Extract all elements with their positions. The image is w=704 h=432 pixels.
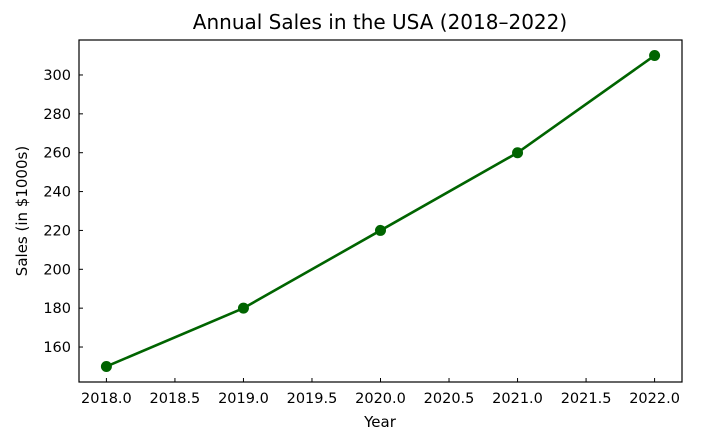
x-tick-label: 2022.0 bbox=[629, 391, 680, 407]
y-tick-label: 240 bbox=[43, 185, 71, 201]
x-tick-label: 2020.5 bbox=[424, 391, 475, 407]
x-tick-label: 2018.0 bbox=[81, 391, 132, 407]
x-tick-label: 2019.5 bbox=[287, 391, 338, 407]
y-tick-label: 160 bbox=[43, 340, 71, 356]
x-tick-label: 2021.0 bbox=[492, 391, 543, 407]
y-axis-label: Sales (in $1000s) bbox=[13, 146, 31, 276]
data-point bbox=[237, 302, 249, 314]
data-point bbox=[512, 147, 524, 159]
data-point bbox=[100, 360, 112, 372]
x-tick-label: 2018.5 bbox=[150, 391, 201, 407]
plot-area bbox=[78, 39, 683, 383]
x-axis: 2018.0 2018.5 2019.0 2019.5 2020.0 2020.5 2021… bbox=[81, 378, 680, 407]
x-axis-label: Year bbox=[363, 413, 397, 431]
x-tick-label: 2021.5 bbox=[561, 391, 612, 407]
y-tick-label: 180 bbox=[43, 301, 71, 317]
y-tick-label: 280 bbox=[43, 107, 71, 123]
y-tick-label: 300 bbox=[43, 68, 71, 84]
series-line bbox=[105, 54, 656, 368]
data-point bbox=[649, 50, 661, 62]
y-tick-label: 200 bbox=[43, 262, 71, 278]
x-tick-label: 2020.0 bbox=[355, 391, 406, 407]
series-layer bbox=[100, 50, 661, 372]
y-tick-label: 220 bbox=[43, 223, 71, 239]
y-axis: 160 180 200 220 240 260 280 300 bbox=[43, 68, 83, 356]
y-tick-label: 260 bbox=[43, 146, 71, 162]
chart-title: Annual Sales in the USA (2018–2022) bbox=[193, 10, 567, 34]
data-point bbox=[375, 224, 386, 236]
x-tick-label: 2019.0 bbox=[218, 391, 269, 407]
